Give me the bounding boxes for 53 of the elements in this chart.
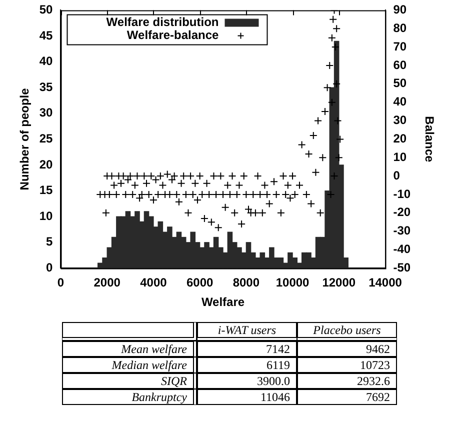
y2-tick-label: 80 xyxy=(393,20,407,35)
y2-tick-label: 40 xyxy=(393,94,407,109)
y-tick-label: 40 xyxy=(39,54,54,68)
y2-tick-label: 50 xyxy=(393,76,407,90)
text: 7142 xyxy=(266,342,290,356)
y-tick-label: 45 xyxy=(39,28,54,42)
x-tick-label: 12000 xyxy=(322,276,356,290)
x-axis-title: Welfare xyxy=(201,295,245,310)
y2-tick-label: 90 xyxy=(393,2,407,17)
y2-tick-label: 60 xyxy=(393,58,407,72)
text: 3900.0 xyxy=(257,374,290,388)
category-label: Bankruptcy xyxy=(132,390,187,404)
y2-tick-label: 20 xyxy=(393,132,407,146)
x-tick-label: 6000 xyxy=(186,276,214,290)
y-tick-label: 35 xyxy=(39,80,54,94)
text: 9462 xyxy=(366,342,390,356)
category-label: SIQR xyxy=(161,374,187,388)
y2-tick-label: 70 xyxy=(393,39,407,54)
category-label: i-WAT users xyxy=(197,322,297,341)
y-tick-label: 5 xyxy=(46,234,54,249)
category-label: Median welfare xyxy=(112,358,187,372)
y-tick-label: 20 xyxy=(39,157,54,172)
y2-tick-label: -20 xyxy=(393,205,411,220)
y2-tick-label: -40 xyxy=(393,242,411,256)
x-tick-label: 0 xyxy=(57,276,64,290)
y-tick-label: 0 xyxy=(46,260,54,275)
y2-tick-label: 10 xyxy=(393,150,407,164)
y2-tick-label: 30 xyxy=(393,113,407,128)
x-tick-label: 10000 xyxy=(276,276,310,290)
y2-axis-title: Balance xyxy=(422,116,436,163)
y-tick-label: 30 xyxy=(39,106,54,120)
y2-tick-label: -10 xyxy=(393,186,411,201)
text: 2932.6 xyxy=(357,374,390,388)
text: 11046 xyxy=(260,390,290,404)
y-tick-label: 25 xyxy=(39,132,54,146)
x-tick-label: 4000 xyxy=(140,276,168,290)
y2-tick-label: 0 xyxy=(393,168,400,182)
category-label: Mean welfare xyxy=(121,342,187,356)
legend-label: Welfare distribution xyxy=(106,15,219,30)
text: 7692 xyxy=(366,390,390,404)
x-tick-label: 2000 xyxy=(94,276,121,290)
text: 6119 xyxy=(266,358,290,372)
y-tick-label: 10 xyxy=(39,208,54,223)
category-label: Placebo users xyxy=(297,322,397,341)
x-tick-label: 8000 xyxy=(232,276,260,290)
y-tick-label: 50 xyxy=(39,2,54,17)
y-tick-label: 15 xyxy=(39,183,54,198)
x-tick-label: 14000 xyxy=(368,276,402,290)
y2-tick-label: -30 xyxy=(393,224,411,238)
y2-tick-label: -50 xyxy=(393,260,411,275)
text: 10723 xyxy=(360,358,390,372)
y-axis-title: Number of people xyxy=(18,88,32,190)
legend-label: Welfare-balance xyxy=(126,28,220,42)
